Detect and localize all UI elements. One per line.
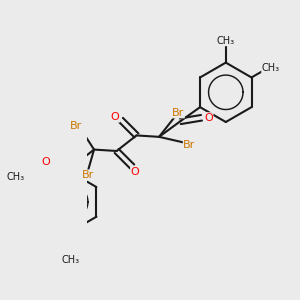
Text: Br: Br [82,170,94,180]
Text: O: O [131,167,140,177]
Text: Br: Br [183,140,196,150]
Text: Br: Br [70,121,82,130]
Text: O: O [204,113,213,123]
Text: Br: Br [172,108,184,118]
Text: CH₃: CH₃ [61,255,80,265]
Text: CH₃: CH₃ [6,172,24,182]
Text: CH₃: CH₃ [262,63,280,73]
Text: O: O [42,157,50,166]
Text: CH₃: CH₃ [217,36,235,46]
Text: O: O [111,112,120,122]
